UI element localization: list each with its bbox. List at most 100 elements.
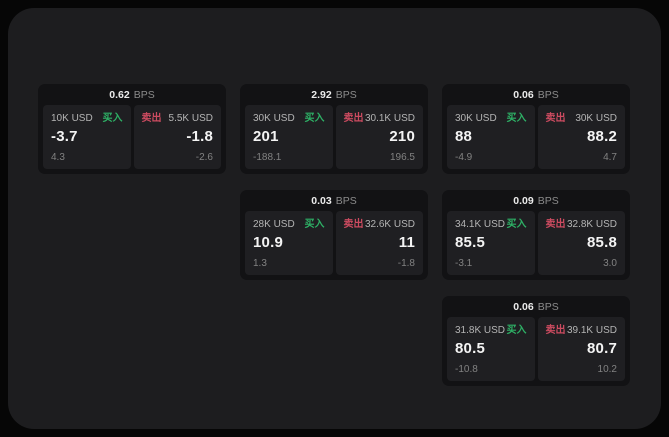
buy-price: 10.9 [253, 234, 283, 251]
bps-value: 0.06 [513, 300, 534, 313]
quote-tiles: 34.1K USD 买入 85.5 -3.1 卖出 32.8K USD 85.8… [442, 211, 630, 280]
sell-change: 10.2 [597, 364, 617, 375]
card-header: 0.06 BPS [442, 84, 630, 105]
sell-amount: 39.1K USD [566, 325, 617, 336]
sell-price: -1.8 [186, 128, 213, 145]
sell-tile[interactable]: 卖出 39.1K USD 80.7 10.2 [537, 317, 625, 381]
buy-price: 80.5 [455, 340, 485, 357]
bps-unit-label: BPS [537, 300, 559, 313]
buy-change: -188.1 [253, 152, 282, 163]
buy-side-label: 买入 [506, 219, 527, 230]
sell-tile[interactable]: 卖出 30K USD 88.2 4.7 [537, 105, 625, 169]
sell-tile-header: 卖出 32.6K USD [344, 219, 416, 230]
quote-tiles: 31.8K USD 买入 80.5 -10.8 卖出 39.1K USD 80.… [442, 317, 630, 386]
buy-tile-header: 31.8K USD 买入 [455, 325, 527, 336]
buy-tile-header: 30K USD 买入 [253, 113, 325, 124]
bps-unit-label: BPS [537, 194, 559, 207]
quote-tiles: 30K USD 买入 88 -4.9 卖出 30K USD 88.2 4.7 [442, 105, 630, 174]
sell-change: 196.5 [389, 152, 415, 163]
buy-change: -4.9 [455, 152, 473, 163]
sell-amount: 32.8K USD [566, 219, 617, 230]
sell-tile-header: 卖出 30.1K USD [344, 113, 416, 124]
buy-change: 1.3 [253, 258, 267, 269]
card-header: 0.06 BPS [442, 296, 630, 317]
buy-change: 4.3 [51, 152, 65, 163]
buy-tile[interactable]: 10K USD 买入 -3.7 4.3 [43, 105, 131, 169]
buy-price: 88 [455, 128, 473, 145]
buy-tile-header: 28K USD 买入 [253, 219, 325, 230]
bps-value: 0.03 [311, 194, 332, 207]
sell-amount: 30K USD [575, 113, 617, 124]
buy-tile[interactable]: 28K USD 买入 10.9 1.3 [245, 211, 333, 275]
quote-card: 0.06 BPS 31.8K USD 买入 80.5 -10.8 卖出 39.1… [442, 296, 630, 386]
cards-grid: 0.62 BPS 10K USD 买入 -3.7 4.3 卖出 5.5K USD… [38, 84, 630, 386]
bps-value: 0.62 [109, 88, 130, 101]
bps-unit-label: BPS [537, 88, 559, 101]
sell-tile[interactable]: 卖出 30.1K USD 210 196.5 [335, 105, 423, 169]
sell-price: 85.8 [587, 234, 617, 251]
buy-amount: 31.8K USD [455, 325, 506, 336]
sell-price: 11 [398, 234, 415, 251]
buy-amount: 30K USD [253, 113, 295, 124]
buy-side-label: 买入 [506, 113, 527, 124]
buy-side-label: 买入 [304, 219, 325, 230]
quote-card: 0.03 BPS 28K USD 买入 10.9 1.3 卖出 32.6K US… [240, 190, 428, 280]
sell-tile[interactable]: 卖出 5.5K USD -1.8 -2.6 [133, 105, 221, 169]
bps-unit-label: BPS [133, 88, 155, 101]
buy-price: 201 [253, 128, 279, 145]
buy-tile[interactable]: 30K USD 买入 88 -4.9 [447, 105, 535, 169]
buy-tile-header: 30K USD 买入 [455, 113, 527, 124]
sell-amount: 5.5K USD [168, 113, 213, 124]
sell-side-label: 卖出 [545, 219, 566, 230]
buy-price: -3.7 [51, 128, 78, 145]
buy-tile[interactable]: 34.1K USD 买入 85.5 -3.1 [447, 211, 535, 275]
buy-change: -10.8 [455, 364, 478, 375]
bps-value: 0.06 [513, 88, 534, 101]
buy-change: -3.1 [455, 258, 473, 269]
quote-card: 2.92 BPS 30K USD 买入 201 -188.1 卖出 30.1K … [240, 84, 428, 174]
quote-card: 0.09 BPS 34.1K USD 买入 85.5 -3.1 卖出 32.8K… [442, 190, 630, 280]
bps-value: 0.09 [513, 194, 534, 207]
main-panel: 0.62 BPS 10K USD 买入 -3.7 4.3 卖出 5.5K USD… [8, 8, 661, 429]
bps-unit-label: BPS [335, 88, 357, 101]
sell-amount: 32.6K USD [364, 219, 415, 230]
card-header: 2.92 BPS [240, 84, 428, 105]
sell-price: 80.7 [587, 340, 617, 357]
sell-tile-header: 卖出 30K USD [546, 113, 618, 124]
buy-side-label: 买入 [506, 325, 527, 336]
sell-price: 210 [389, 128, 415, 145]
card-header: 0.09 BPS [442, 190, 630, 211]
buy-price: 85.5 [455, 234, 485, 251]
sell-change: -2.6 [195, 152, 213, 163]
sell-tile-header: 卖出 5.5K USD [142, 113, 214, 124]
sell-side-label: 卖出 [343, 113, 364, 124]
sell-amount: 30.1K USD [364, 113, 415, 124]
buy-side-label: 买入 [304, 113, 325, 124]
sell-change: 4.7 [603, 152, 617, 163]
buy-tile[interactable]: 31.8K USD 买入 80.5 -10.8 [447, 317, 535, 381]
buy-side-label: 买入 [102, 113, 123, 124]
bps-value: 2.92 [311, 88, 332, 101]
sell-side-label: 卖出 [545, 325, 566, 336]
quote-card: 0.06 BPS 30K USD 买入 88 -4.9 卖出 30K USD 8… [442, 84, 630, 174]
card-header: 0.03 BPS [240, 190, 428, 211]
quote-card: 0.62 BPS 10K USD 买入 -3.7 4.3 卖出 5.5K USD… [38, 84, 226, 174]
sell-tile-header: 卖出 39.1K USD [546, 325, 618, 336]
sell-change: 3.0 [603, 258, 617, 269]
buy-tile-header: 10K USD 买入 [51, 113, 123, 124]
sell-side-label: 卖出 [141, 113, 162, 124]
sell-tile-header: 卖出 32.8K USD [546, 219, 618, 230]
quote-tiles: 30K USD 买入 201 -188.1 卖出 30.1K USD 210 1… [240, 105, 428, 174]
sell-side-label: 卖出 [545, 113, 566, 124]
buy-tile-header: 34.1K USD 买入 [455, 219, 527, 230]
sell-tile[interactable]: 卖出 32.8K USD 85.8 3.0 [537, 211, 625, 275]
sell-price: 88.2 [587, 128, 617, 145]
sell-tile[interactable]: 卖出 32.6K USD 11 -1.8 [335, 211, 423, 275]
buy-amount: 10K USD [51, 113, 93, 124]
quote-tiles: 10K USD 买入 -3.7 4.3 卖出 5.5K USD -1.8 -2.… [38, 105, 226, 174]
card-header: 0.62 BPS [38, 84, 226, 105]
buy-tile[interactable]: 30K USD 买入 201 -188.1 [245, 105, 333, 169]
buy-amount: 30K USD [455, 113, 497, 124]
bps-unit-label: BPS [335, 194, 357, 207]
sell-side-label: 卖出 [343, 219, 364, 230]
